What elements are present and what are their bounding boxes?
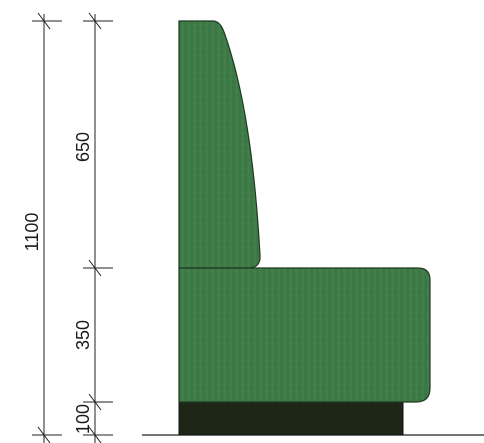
bench-base <box>178 401 404 436</box>
seat-cushion <box>178 267 431 403</box>
total-height-label: 1100 <box>22 213 42 252</box>
backrest <box>178 20 261 269</box>
seat-height-label: 350 <box>73 320 93 350</box>
total-height-dimension <box>32 12 62 443</box>
segment-dimension-line <box>83 12 113 443</box>
backrest-height-label: 650 <box>73 132 93 162</box>
base-height-label: 100 <box>73 404 93 434</box>
